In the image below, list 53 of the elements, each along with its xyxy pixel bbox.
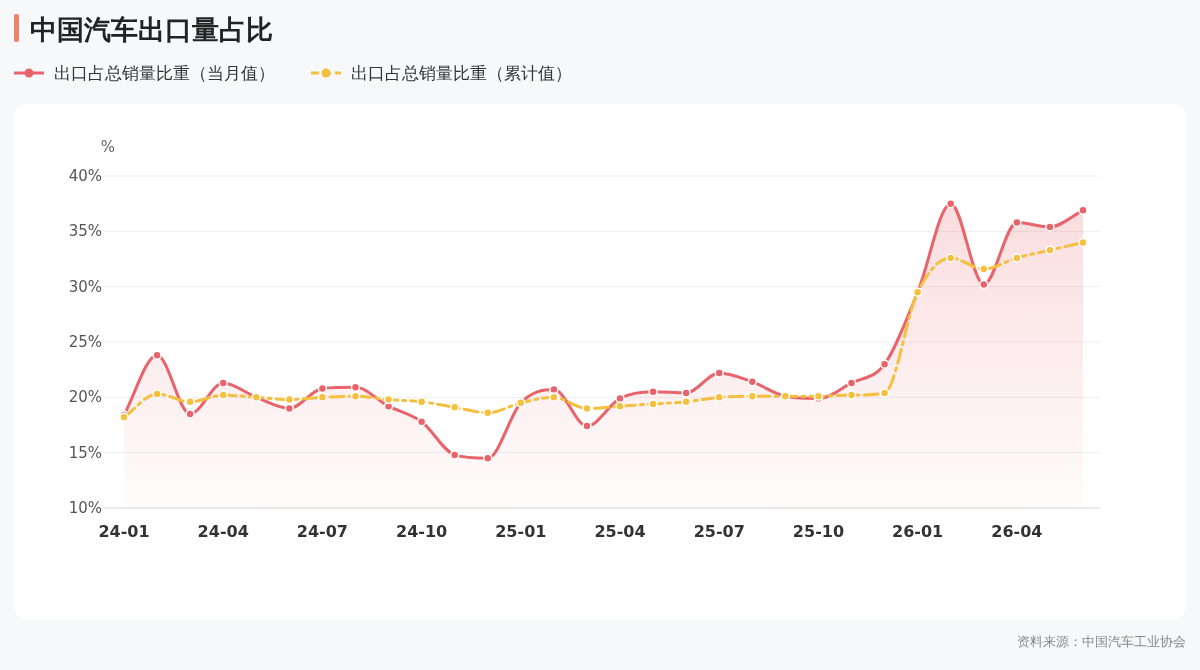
point — [350, 391, 361, 401]
point — [979, 264, 989, 274]
x-tick-label: 25-04 — [594, 522, 646, 541]
y-axis-title: % — [100, 138, 116, 156]
point — [846, 390, 857, 400]
point — [979, 279, 989, 290]
x-tick-label: 25-07 — [693, 522, 745, 541]
x-tick-label: 26-04 — [991, 522, 1043, 541]
point — [152, 389, 162, 399]
point — [185, 409, 195, 419]
y-tick-label: 25% — [68, 333, 102, 351]
text: 资料来源：中国汽车工业协会 — [1017, 634, 1186, 649]
x-tick-label: 25-10 — [792, 522, 845, 541]
x-tick-label: 24-01 — [98, 522, 150, 541]
point — [317, 392, 328, 403]
point — [615, 401, 625, 411]
y-tick-label: 30% — [68, 277, 102, 296]
point — [945, 253, 956, 263]
point — [879, 359, 890, 369]
legend-label: 出口占总销量比重（累计值） — [351, 63, 572, 83]
point — [218, 378, 228, 388]
point — [846, 378, 857, 388]
point — [549, 392, 559, 403]
point — [714, 368, 724, 378]
point — [582, 421, 592, 431]
y-tick-label: 20% — [68, 388, 102, 407]
x-tick-label: 24-04 — [197, 522, 249, 541]
point — [681, 397, 691, 407]
y-tick-label: 35% — [68, 222, 102, 241]
point — [648, 399, 658, 409]
y-tick-label: 40% — [68, 167, 102, 185]
x-tick-label: 25-01 — [495, 522, 547, 541]
point — [449, 450, 460, 460]
point — [747, 391, 758, 401]
x-tick-label: 26-01 — [892, 522, 944, 541]
x-tick-label: 24-07 — [296, 522, 348, 541]
y-tick-label: 15% — [68, 443, 102, 462]
point — [714, 392, 724, 403]
point — [1012, 253, 1022, 263]
legend-label: 出口占总销量比重（当月值） — [54, 63, 275, 83]
chart-title: 中国汽车出口量占比 — [30, 14, 273, 45]
point — [218, 390, 228, 400]
point — [879, 388, 890, 398]
point — [648, 387, 658, 397]
point — [747, 377, 758, 387]
x-tick-label: 24-10 — [396, 522, 448, 541]
point — [1045, 245, 1055, 255]
y-tick-label: 10% — [68, 499, 102, 517]
point — [185, 397, 195, 407]
point — [1045, 222, 1055, 232]
point — [416, 397, 427, 407]
point — [1078, 237, 1088, 248]
point — [681, 388, 691, 398]
